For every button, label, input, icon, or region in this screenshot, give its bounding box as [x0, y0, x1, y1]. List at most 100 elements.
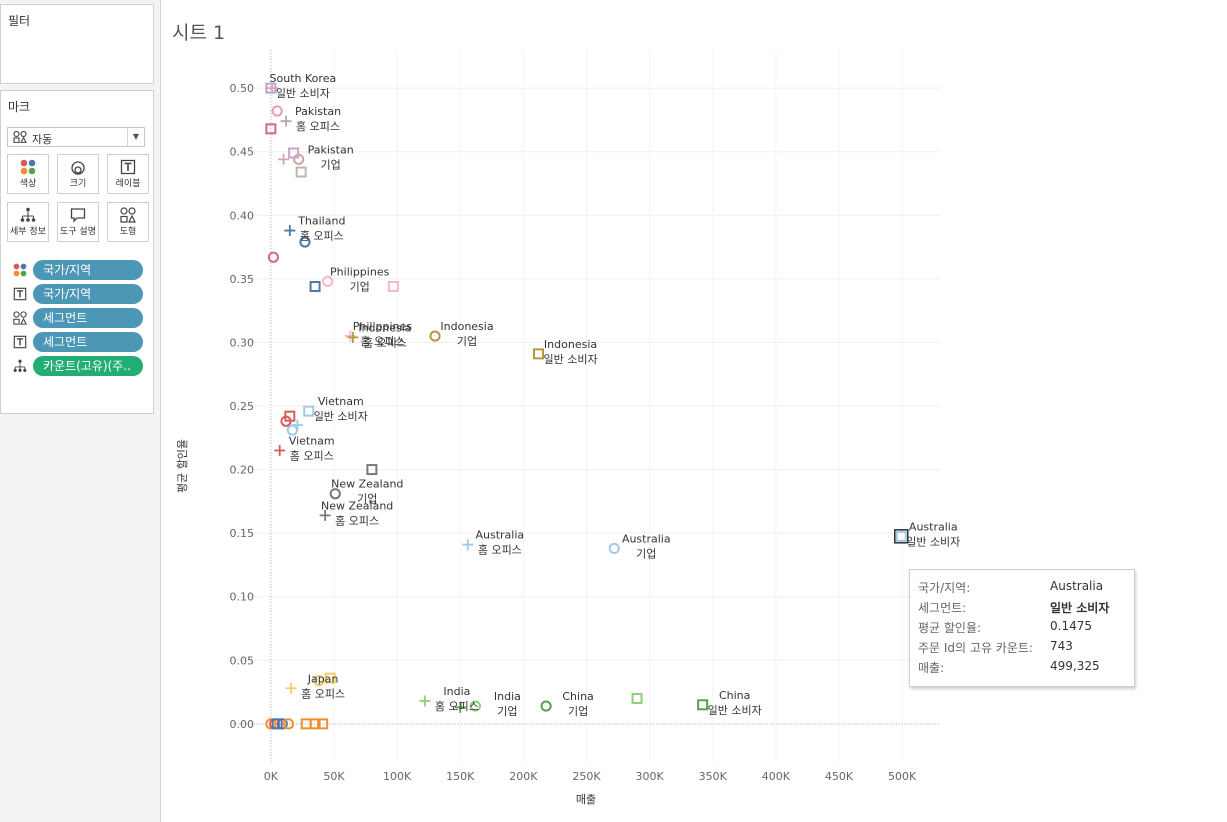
zero-lines: [233, 50, 940, 762]
tooltip-row-country: 국가/지역: Australia: [918, 579, 1128, 595]
shape-icon: [13, 311, 27, 325]
data-point[interactable]: [387, 280, 399, 292]
marks-card: 마크 자동 ▼ 색상 크기: [0, 90, 154, 414]
tooltip-row-segment: 세그먼트: 일반 소비자: [918, 599, 1128, 615]
mark-type-dropdown[interactable]: 자동 ▼: [7, 127, 145, 147]
pill-distinct-count[interactable]: 카운트(고유)(주..: [33, 356, 143, 376]
y-tick-label: 0.10: [230, 591, 255, 604]
data-point[interactable]: [319, 509, 331, 521]
detail-button[interactable]: 세부 정보: [7, 202, 49, 242]
y-axis-ticks: 0.00 0.05 0.10 0.15 0.20 0.25 0.30 0.35 0.40 0.45…: [230, 82, 255, 731]
shape-button[interactable]: 도형: [107, 202, 149, 242]
data-point[interactable]: [265, 718, 277, 730]
data-label: India 기업: [494, 690, 521, 718]
x-tick-label: 300K: [636, 770, 665, 783]
data-point[interactable]: [329, 488, 341, 500]
tooltip-panel: 국가/지역: Australia 세그먼트: 일반 소비자 평균 할인율: 0.…: [909, 569, 1135, 687]
data-label: Indonesia 일반 소비자: [543, 338, 597, 366]
color-button-label: 색상: [19, 179, 37, 189]
scatter-chart: 0.00 0.05 0.10 0.15 0.20 0.25 0.30 0.35 0.40 0.45…: [176, 50, 960, 806]
detail-icon: [13, 359, 27, 372]
size-button-label: 크기: [69, 179, 87, 189]
label-button[interactable]: 레이블: [107, 154, 149, 194]
pill-row-shape: 세그먼트: [11, 308, 145, 328]
data-point[interactable]: [286, 424, 298, 436]
pill-segment-label[interactable]: 세그먼트: [33, 332, 143, 352]
x-tick-label: 0K: [264, 770, 279, 783]
data-point[interactable]: [293, 153, 305, 165]
data-point[interactable]: [895, 530, 907, 542]
data-point[interactable]: [266, 82, 278, 94]
tooltip-key: 국가/지역:: [918, 581, 971, 595]
data-label: Vietnam 홈 오피스: [289, 435, 335, 463]
data-point[interactable]: [299, 236, 311, 248]
data-point[interactable]: [317, 718, 329, 730]
detail-icon: [20, 207, 36, 222]
data-point[interactable]: [295, 166, 307, 178]
size-button[interactable]: 크기: [57, 154, 99, 194]
data-point[interactable]: [267, 251, 280, 263]
data-point[interactable]: [309, 280, 321, 292]
data-point[interactable]: [469, 700, 481, 712]
data-label: Vietnam 일반 소비자: [314, 395, 368, 423]
data-point[interactable]: [608, 542, 620, 554]
pill-segment-shape[interactable]: 세그먼트: [33, 308, 143, 328]
color-button[interactable]: 색상: [7, 154, 49, 194]
data-point[interactable]: [419, 695, 431, 707]
data-point[interactable]: [324, 672, 336, 684]
pill-row-label-2: 세그먼트: [11, 332, 145, 352]
x-tick-label: 100K: [383, 770, 412, 783]
data-point[interactable]: [322, 275, 334, 287]
data-point[interactable]: [278, 153, 289, 165]
data-point[interactable]: [271, 105, 283, 117]
data-point[interactable]: [285, 682, 297, 694]
pill-country-label[interactable]: 국가/지역: [33, 284, 143, 304]
data-point[interactable]: [282, 718, 295, 730]
x-axis-ticks: 0K 50K 100K 150K 200K 250K 300K 350K 400K 450K 500…: [264, 770, 917, 783]
data-label: Thailand 홈 오피스: [297, 215, 345, 243]
y-tick-label: 0.35: [230, 273, 255, 286]
tooltip-value: Australia: [1050, 579, 1104, 593]
data-points[interactable]: [265, 82, 909, 730]
data-point[interactable]: [313, 675, 325, 687]
x-tick-label: 400K: [762, 770, 791, 783]
y-tick-label: 0.00: [230, 718, 255, 731]
sheet-title: 시트 1: [172, 22, 226, 44]
data-point[interactable]: [276, 718, 288, 730]
data-point[interactable]: [540, 700, 552, 712]
chevron-down-icon[interactable]: ▼: [127, 128, 144, 146]
pill-row-color: 국가/지역: [11, 260, 145, 280]
data-point[interactable]: [429, 330, 441, 342]
data-point[interactable]: [280, 415, 292, 427]
data-point[interactable]: [462, 539, 474, 551]
data-point[interactable]: [344, 330, 356, 342]
y-tick-label: 0.20: [230, 464, 255, 477]
data-point[interactable]: [271, 718, 283, 730]
data-label: Indonesia 홈 오피스: [358, 321, 411, 349]
data-point[interactable]: [631, 692, 643, 704]
y-tick-label: 0.15: [230, 527, 255, 540]
data-label: Indonesia 기업: [440, 320, 493, 348]
tooltip-key: 세그먼트:: [918, 601, 967, 615]
data-point[interactable]: [697, 699, 709, 711]
data-point[interactable]: [274, 445, 286, 456]
filters-card[interactable]: 필터: [0, 4, 154, 84]
data-point[interactable]: [280, 115, 292, 127]
shape-button-label: 도형: [119, 227, 137, 237]
data-point[interactable]: [347, 331, 359, 343]
data-point[interactable]: [454, 701, 466, 713]
tooltip-key: 평균 할인율:: [918, 621, 982, 635]
data-label: Australia 기업: [622, 532, 671, 560]
pill-country-color[interactable]: 국가/지역: [33, 260, 143, 280]
data-point[interactable]: [303, 405, 315, 417]
y-tick-label: 0.40: [230, 209, 255, 222]
tooltip-button[interactable]: 도구 설명: [57, 202, 99, 242]
data-point[interactable]: [265, 123, 277, 135]
data-point[interactable]: [366, 464, 378, 476]
data-label: New Zealand 홈 오피스: [321, 499, 393, 527]
size-icon: [71, 161, 85, 175]
data-point[interactable]: [309, 718, 321, 730]
data-point[interactable]: [533, 348, 545, 360]
data-point[interactable]: [284, 225, 296, 237]
data-label: Philippines 홈 오피스: [353, 320, 413, 348]
